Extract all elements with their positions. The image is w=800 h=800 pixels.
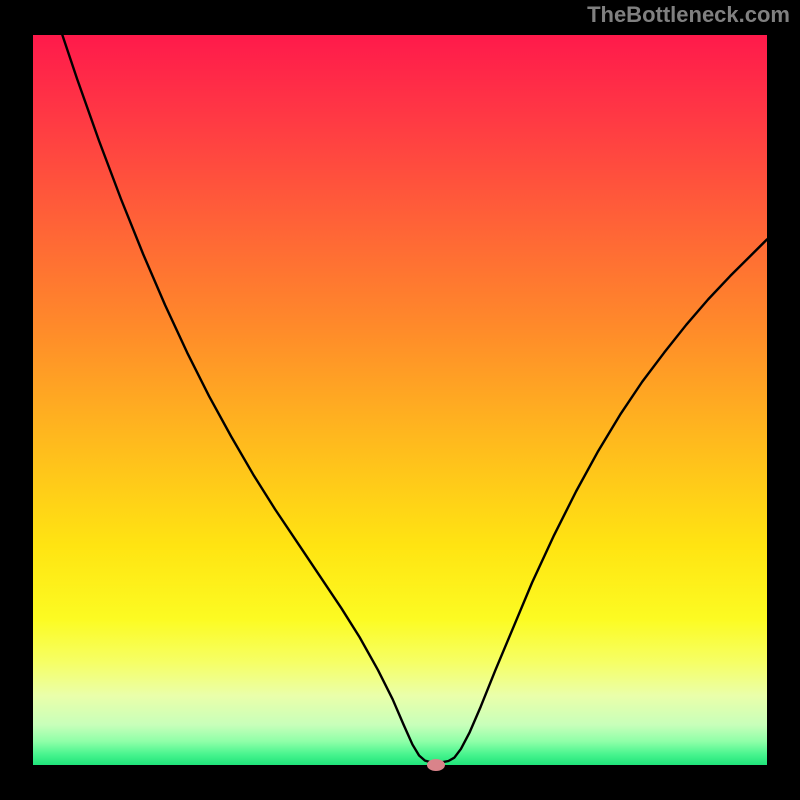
chart-background-gradient [33,35,767,765]
optimum-marker [427,759,445,771]
watermark-text: TheBottleneck.com [587,2,790,28]
bottleneck-chart [0,0,800,800]
chart-container: { "watermark": { "text": "TheBottleneck.… [0,0,800,800]
